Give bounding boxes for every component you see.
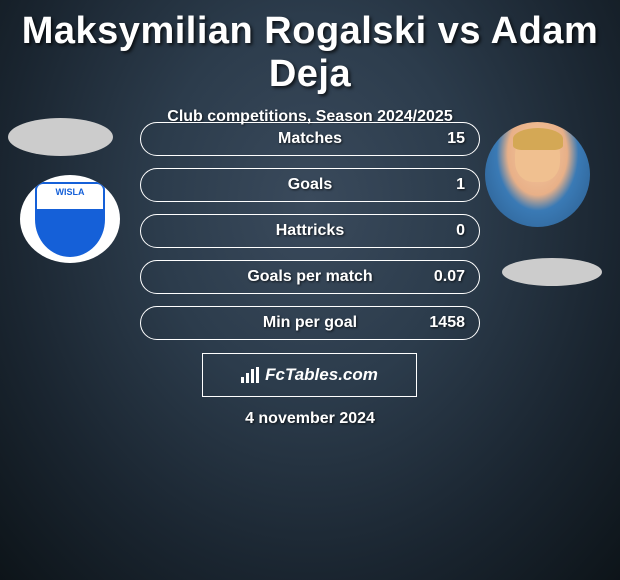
stat-label: Min per goal: [263, 314, 357, 332]
left-player-avatar-placeholder: [8, 118, 113, 156]
stat-row-goals-per-match: Goals per match 0.07: [140, 260, 480, 294]
stat-row-matches: Matches 15: [140, 122, 480, 156]
left-club-logo: WISLA: [20, 175, 120, 263]
stat-label: Goals per match: [247, 268, 372, 286]
stat-value: 1: [456, 176, 465, 194]
stat-value: 1458: [429, 314, 465, 332]
date-label: 4 november 2024: [0, 410, 620, 428]
stat-value: 15: [447, 130, 465, 148]
bar-chart-icon: [241, 367, 261, 383]
stat-label: Goals: [288, 176, 332, 194]
club-shield-icon: WISLA: [35, 182, 105, 257]
comparison-card: Maksymilian Rogalski vs Adam Deja Club c…: [0, 0, 620, 580]
right-club-logo-placeholder: [502, 258, 602, 286]
brand-text: FcTables.com: [265, 365, 378, 385]
stat-row-goals: Goals 1: [140, 168, 480, 202]
right-player-avatar: [485, 122, 590, 227]
stat-row-hattricks: Hattricks 0: [140, 214, 480, 248]
stat-value: 0: [456, 222, 465, 240]
club-logo-text: WISLA: [56, 188, 85, 197]
stat-label: Matches: [278, 130, 342, 148]
stat-label: Hattricks: [276, 222, 344, 240]
page-title: Maksymilian Rogalski vs Adam Deja: [0, 0, 620, 96]
stat-row-min-per-goal: Min per goal 1458: [140, 306, 480, 340]
brand-box[interactable]: FcTables.com: [202, 353, 417, 397]
stats-list: Matches 15 Goals 1 Hattricks 0 Goals per…: [140, 122, 480, 352]
stat-value: 0.07: [434, 268, 465, 286]
